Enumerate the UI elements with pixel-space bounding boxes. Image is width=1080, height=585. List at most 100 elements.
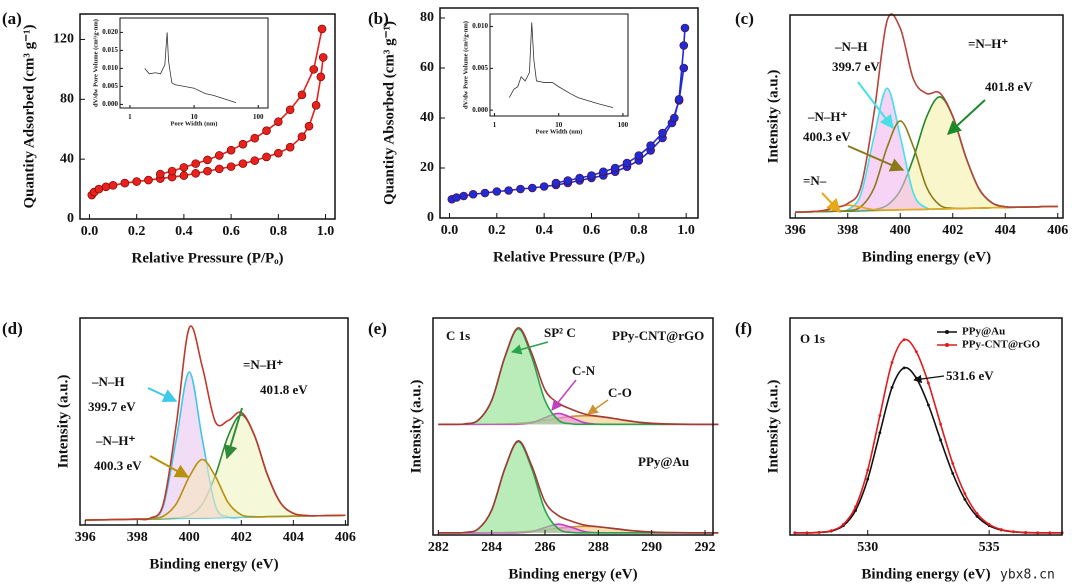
x-tick-label: 1 (128, 113, 132, 121)
x-axis-title: Binding energy (eV) (149, 556, 278, 572)
marker (492, 187, 502, 196)
marker (238, 159, 248, 168)
arrow (857, 81, 894, 130)
x-tick-label: 0.2 (488, 223, 506, 238)
x-tick-label: 1.0 (317, 224, 335, 239)
y-tick-label: 0.000 (472, 106, 488, 114)
y-axis-title: Quantity Adsorbed (cm³ g⁻¹) (21, 24, 37, 208)
marker (927, 403, 930, 407)
marker (646, 141, 655, 150)
x-tick-label: 288 (588, 540, 609, 555)
marker (551, 178, 561, 188)
x-tick-label: 100 (618, 121, 629, 129)
x-tick-label: 0.0 (441, 223, 459, 238)
marker (155, 169, 165, 179)
marker (120, 178, 130, 188)
marker (622, 158, 632, 168)
x-axis-title: Relative Pressure (P/Pₒ) (493, 249, 645, 265)
y-axis-title: Intensity (a.u.) (408, 380, 424, 474)
y-tick-label: 0.005 (472, 64, 488, 72)
marker (250, 133, 260, 143)
marker (238, 139, 248, 149)
marker (951, 461, 955, 465)
arrow (510, 341, 549, 355)
marker (670, 113, 679, 123)
marker (516, 184, 525, 194)
marker (902, 338, 906, 342)
annotation: –N–H (91, 374, 125, 389)
marker (101, 182, 111, 192)
marker (203, 155, 212, 165)
marker (939, 422, 942, 426)
marker (304, 121, 314, 131)
annotation: =N–H⁺ (968, 36, 1008, 51)
x-tick-label: 0.6 (222, 224, 240, 239)
x-tick-label: 1 (493, 121, 497, 129)
marker (927, 381, 930, 385)
series-line (508, 22, 614, 109)
marker (890, 361, 894, 364)
annotation: 399.7 eV (88, 399, 136, 414)
y-tick-label: 0.020 (102, 28, 118, 36)
y-tick-label: 0.015 (102, 46, 118, 54)
x-tick-label: 282 (428, 540, 449, 555)
x-axis-title: Binding energy (eV) (508, 566, 637, 582)
x-tick-label: 406 (335, 530, 356, 545)
axes-frame (79, 317, 349, 526)
marker (191, 169, 200, 178)
annotation: C-O (608, 385, 632, 400)
x-axis-title: Pore Width (nm) (536, 128, 583, 135)
marker (987, 522, 991, 526)
y-axis-title: dV/dw Pore Volume (cm³/g·nm) (92, 19, 99, 107)
annotation: 400.3 eV (803, 129, 851, 144)
y-tick-label: 0 (67, 211, 74, 226)
marker (539, 182, 549, 191)
y-tick-label: 40 (420, 110, 434, 125)
marker (1036, 531, 1040, 535)
marker (599, 167, 608, 177)
x-tick-label: 0.4 (175, 224, 193, 239)
x-tick-label: 400 (179, 530, 200, 545)
panel-label: (c) (735, 9, 754, 28)
x-tick-label: 402 (231, 530, 252, 545)
panel-label: (b) (368, 9, 389, 28)
marker (866, 477, 870, 481)
panel-label: (a) (2, 9, 22, 28)
marker (817, 530, 821, 534)
marker (203, 166, 212, 176)
panel-label: (d) (2, 319, 23, 338)
x-tick-label: 290 (641, 540, 662, 555)
annotation: 401.8 eV (260, 382, 308, 397)
marker (793, 531, 797, 535)
marker (890, 386, 894, 389)
area (438, 328, 719, 425)
x-axis-title: Binding energy (eV) (862, 249, 991, 265)
marker (504, 186, 513, 195)
marker (805, 531, 809, 535)
y-axis-title: Intensity (a.u.) (765, 380, 781, 474)
x-tick-label: 284 (481, 540, 502, 555)
series-line (438, 326, 719, 426)
marker (587, 171, 596, 180)
x-tick-label: 0.2 (128, 224, 146, 239)
marker (634, 151, 644, 160)
x-tick-label: 0.4 (535, 223, 553, 238)
marker (250, 156, 260, 165)
axes-frame (789, 14, 1064, 219)
marker (575, 173, 584, 183)
x-axis-title: Relative Pressure (P/Pₒ) (131, 250, 283, 266)
annotation: =N– (803, 173, 827, 188)
area (438, 413, 719, 425)
x-tick-label: 0.6 (583, 223, 601, 238)
y-tick-label: 0.010 (472, 22, 488, 30)
marker (311, 100, 321, 110)
x-tick-label: 535 (979, 540, 1000, 555)
marker (317, 24, 327, 34)
y-axis-title: Intensity (a.u.) (765, 70, 781, 164)
marker (528, 183, 537, 193)
marker (108, 181, 118, 190)
arrow (223, 407, 243, 460)
marker (999, 528, 1003, 531)
